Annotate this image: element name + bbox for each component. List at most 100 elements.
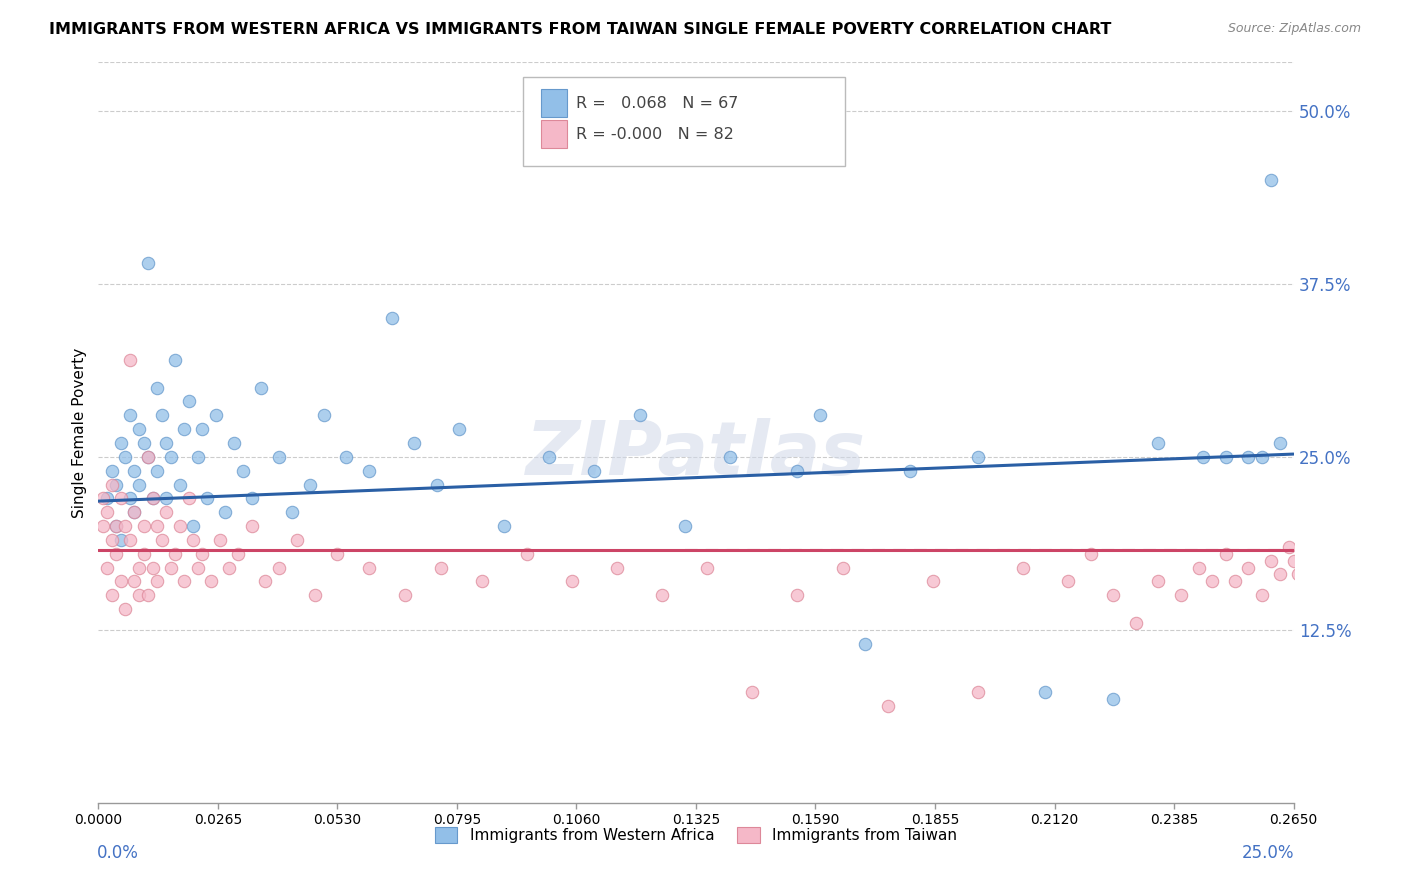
- Point: [101, 588, 124, 602]
- Point: [1215, 450, 1237, 464]
- Point: [132, 547, 155, 561]
- Point: [110, 491, 132, 506]
- Point: [853, 637, 876, 651]
- Point: [105, 519, 128, 533]
- Point: [136, 450, 159, 464]
- Point: [494, 519, 516, 533]
- Point: [128, 588, 150, 602]
- Point: [165, 353, 187, 368]
- Point: [1251, 450, 1274, 464]
- Point: [191, 547, 214, 561]
- Point: [173, 574, 195, 589]
- Point: [114, 602, 136, 616]
- Point: [101, 533, 124, 547]
- Text: R = -0.000   N = 82: R = -0.000 N = 82: [576, 127, 734, 142]
- Point: [1260, 173, 1282, 187]
- Point: [1188, 560, 1211, 574]
- Point: [921, 574, 943, 589]
- Text: 0.0%: 0.0%: [97, 844, 139, 862]
- Point: [187, 450, 209, 464]
- Point: [118, 533, 141, 547]
- Point: [226, 547, 249, 561]
- Point: [124, 505, 146, 519]
- Point: [91, 519, 114, 533]
- Point: [1237, 560, 1260, 574]
- Point: [177, 394, 200, 409]
- Point: [136, 588, 159, 602]
- Legend: Immigrants from Western Africa, Immigrants from Taiwan: Immigrants from Western Africa, Immigran…: [427, 820, 965, 851]
- Point: [651, 588, 673, 602]
- Point: [394, 588, 416, 602]
- Point: [155, 505, 177, 519]
- Point: [808, 409, 831, 423]
- Point: [105, 519, 128, 533]
- Point: [966, 450, 988, 464]
- Point: [136, 256, 159, 270]
- Point: [1201, 574, 1223, 589]
- Point: [181, 519, 204, 533]
- Point: [209, 533, 232, 547]
- Point: [96, 505, 118, 519]
- Point: [132, 436, 155, 450]
- Point: [335, 450, 357, 464]
- Point: [673, 519, 696, 533]
- Point: [181, 533, 204, 547]
- Point: [136, 450, 159, 464]
- Point: [696, 560, 718, 574]
- Point: [218, 560, 240, 574]
- Point: [285, 533, 308, 547]
- Point: [91, 491, 114, 506]
- Text: IMMIGRANTS FROM WESTERN AFRICA VS IMMIGRANTS FROM TAIWAN SINGLE FEMALE POVERTY C: IMMIGRANTS FROM WESTERN AFRICA VS IMMIGR…: [49, 22, 1112, 37]
- Point: [1291, 554, 1313, 568]
- Point: [96, 491, 118, 506]
- Point: [101, 477, 124, 491]
- Point: [1057, 574, 1080, 589]
- Point: [1012, 560, 1035, 574]
- Point: [195, 491, 218, 506]
- Point: [187, 560, 209, 574]
- Point: [267, 450, 290, 464]
- Point: [146, 464, 169, 478]
- Point: [114, 450, 136, 464]
- Point: [150, 409, 173, 423]
- Point: [118, 409, 141, 423]
- Point: [165, 547, 187, 561]
- Point: [1268, 567, 1291, 582]
- Point: [1278, 540, 1301, 554]
- Point: [249, 381, 271, 395]
- Point: [155, 436, 177, 450]
- Point: [118, 353, 141, 368]
- Point: [561, 574, 583, 589]
- Point: [628, 409, 651, 423]
- Point: [1286, 567, 1309, 582]
- Point: [786, 588, 808, 602]
- Point: [146, 574, 169, 589]
- Point: [1192, 450, 1215, 464]
- Point: [222, 436, 245, 450]
- Text: Source: ZipAtlas.com: Source: ZipAtlas.com: [1227, 22, 1361, 36]
- Point: [606, 560, 628, 574]
- Point: [124, 574, 146, 589]
- Point: [898, 464, 921, 478]
- Point: [449, 422, 471, 436]
- Point: [1102, 588, 1125, 602]
- Point: [110, 533, 132, 547]
- Point: [128, 560, 150, 574]
- Point: [214, 505, 236, 519]
- Point: [132, 519, 155, 533]
- Point: [128, 477, 150, 491]
- Point: [169, 477, 191, 491]
- Point: [312, 409, 335, 423]
- Point: [110, 574, 132, 589]
- Point: [128, 422, 150, 436]
- Point: [876, 698, 898, 713]
- Point: [281, 505, 304, 519]
- Text: R =   0.068   N = 67: R = 0.068 N = 67: [576, 95, 738, 111]
- Point: [141, 491, 163, 506]
- Point: [831, 560, 853, 574]
- Point: [105, 477, 128, 491]
- Point: [141, 491, 163, 506]
- Point: [96, 560, 118, 574]
- Point: [304, 588, 326, 602]
- Point: [966, 685, 988, 699]
